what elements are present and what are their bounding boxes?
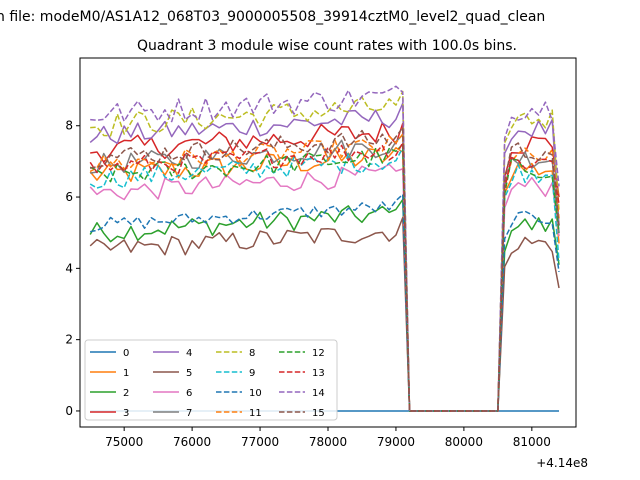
legend-label-1: 1 bbox=[123, 368, 129, 379]
x-tick-label: 81000 bbox=[513, 435, 551, 449]
y-tick-label: 6 bbox=[65, 190, 73, 204]
legend-label-8: 8 bbox=[249, 348, 255, 359]
legend-label-15: 15 bbox=[312, 408, 325, 419]
legend-label-7: 7 bbox=[186, 408, 192, 419]
x-offset-label: +4.14e8 bbox=[536, 456, 588, 470]
x-tick-label: 75000 bbox=[105, 435, 143, 449]
x-tick-label: 78000 bbox=[309, 435, 347, 449]
y-axis: 0 2 4 6 8 bbox=[65, 119, 80, 418]
y-tick-label: 4 bbox=[65, 261, 73, 275]
y-tick-label: 8 bbox=[65, 119, 73, 133]
legend-label-14: 14 bbox=[312, 388, 325, 399]
series-layer bbox=[89, 85, 560, 412]
figure-suptitle: n file: modeM0/AS1A12_068T03_9000005508_… bbox=[0, 9, 545, 25]
series-line-10 bbox=[90, 193, 560, 412]
x-tick-label: 80000 bbox=[445, 435, 483, 449]
legend-label-2: 2 bbox=[123, 388, 129, 399]
legend-label-11: 11 bbox=[249, 408, 262, 419]
y-tick-label: 0 bbox=[65, 404, 73, 418]
legend-label-13: 13 bbox=[312, 368, 325, 379]
x-tick-label: 76000 bbox=[173, 435, 211, 449]
legend-label-4: 4 bbox=[186, 348, 192, 359]
legend-label-9: 9 bbox=[249, 368, 255, 379]
x-axis: 75000 76000 77000 78000 79000 80000 81000 bbox=[105, 427, 551, 449]
y-tick-label: 2 bbox=[65, 333, 73, 347]
legend-label-0: 0 bbox=[123, 348, 129, 359]
chart-title: Quadrant 3 module wise count rates with … bbox=[137, 38, 517, 54]
x-tick-label: 77000 bbox=[241, 435, 279, 449]
legend-label-3: 3 bbox=[123, 408, 129, 419]
legend-label-5: 5 bbox=[186, 368, 192, 379]
legend-label-10: 10 bbox=[249, 388, 262, 399]
x-tick-label: 79000 bbox=[377, 435, 415, 449]
legend-label-6: 6 bbox=[186, 388, 192, 399]
legend-label-12: 12 bbox=[312, 348, 325, 359]
series-line-15 bbox=[90, 126, 560, 412]
legend-box bbox=[84, 339, 338, 421]
